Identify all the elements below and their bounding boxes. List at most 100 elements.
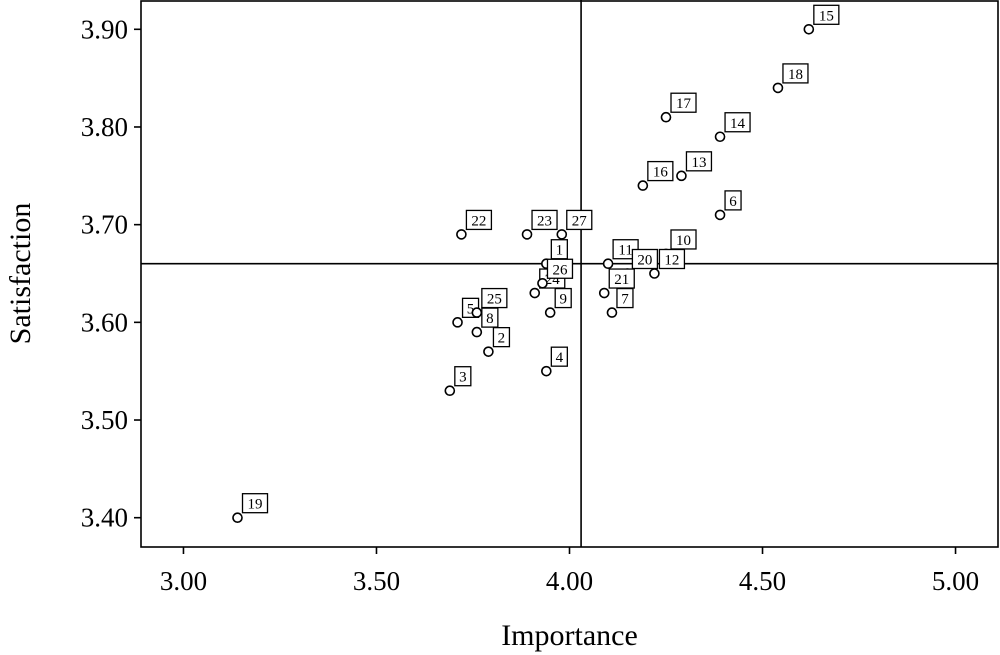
data-point-25: 25 — [471, 287, 508, 318]
plot-area-frame — [140, 0, 999, 548]
point-label-box — [546, 258, 574, 279]
point-marker — [714, 131, 726, 143]
y-tick-label: 3.50 — [81, 405, 128, 435]
point-label: 13 — [691, 155, 706, 171]
point-label: 14 — [730, 116, 746, 132]
point-label: 1 — [556, 243, 564, 259]
y-tick-label: 3.80 — [81, 112, 128, 142]
point-label: 26 — [552, 262, 568, 278]
point-marker — [452, 317, 463, 328]
data-point-4: 4 — [541, 346, 568, 377]
data-point-23: 23 — [521, 209, 558, 240]
data-point-14: 14 — [714, 112, 751, 143]
point-label-box — [550, 346, 568, 367]
point-label-box — [566, 209, 593, 231]
point-marker — [544, 307, 556, 318]
point-label: 25 — [487, 292, 502, 308]
y-tick-label: 3.60 — [81, 307, 128, 337]
point-label-box — [608, 268, 635, 289]
point-label: 15 — [819, 8, 834, 24]
x-tick-label: 5.00 — [932, 566, 979, 596]
point-label-box — [782, 63, 809, 84]
data-point-9: 9 — [544, 287, 572, 318]
point-marker — [556, 229, 568, 240]
y-tick-label: 3.70 — [81, 210, 128, 240]
point-marker — [803, 24, 815, 35]
point-label-box — [241, 493, 269, 514]
x-tick-label: 4.00 — [546, 566, 593, 596]
x-tick-label: 4.50 — [739, 566, 786, 596]
point-label: 23 — [537, 213, 552, 229]
point-marker — [541, 365, 552, 377]
point-label: 21 — [614, 272, 629, 288]
point-marker — [714, 209, 726, 221]
point-marker — [606, 307, 618, 318]
data-point-19: 19 — [232, 493, 269, 523]
point-label-box — [670, 92, 697, 113]
point-label: 27 — [572, 213, 588, 229]
data-point-15: 15 — [803, 4, 840, 35]
data-point-12: 12 — [649, 248, 686, 279]
point-label: 3 — [459, 370, 467, 386]
point-label-box — [813, 4, 840, 25]
point-label: 5 — [467, 301, 475, 317]
point-marker — [471, 307, 483, 318]
data-point-16: 16 — [637, 160, 674, 191]
point-marker — [676, 170, 687, 182]
data-point-18: 18 — [772, 63, 809, 94]
point-label-box — [685, 151, 713, 172]
point-marker — [598, 287, 610, 299]
point-marker — [537, 277, 548, 289]
data-point-6: 6 — [714, 190, 742, 221]
y-axis-title: Satisfaction — [4, 203, 37, 345]
data-point-17: 17 — [660, 92, 697, 123]
point-label: 8 — [486, 311, 494, 327]
data-point-21: 21 — [598, 268, 635, 299]
point-marker — [649, 268, 660, 279]
point-label: 22 — [471, 213, 486, 229]
point-label: 20 — [637, 253, 652, 269]
point-label-box — [631, 248, 659, 270]
point-label: 6 — [729, 194, 737, 210]
point-label: 4 — [556, 350, 564, 366]
data-point-22: 22 — [456, 209, 493, 240]
x-tick-label: 3.50 — [353, 566, 400, 596]
point-label: 11 — [618, 243, 632, 259]
point-label: 17 — [676, 96, 692, 112]
point-label: 9 — [559, 292, 567, 308]
x-axis-title: Importance — [501, 619, 638, 652]
point-label-box — [481, 287, 508, 309]
point-label: 2 — [498, 331, 506, 347]
y-tick-label: 3.90 — [81, 14, 128, 44]
point-marker — [483, 346, 494, 357]
x-tick-label: 3.00 — [160, 566, 207, 596]
point-marker — [456, 229, 467, 240]
point-label: 18 — [788, 67, 803, 83]
point-label-box — [658, 248, 686, 270]
axis-ticks: 3.00 3.50 4.00 4.50 5.00 3.40 3.50 3.60 3.70 3.80… — [81, 14, 979, 596]
data-point-13: 13 — [676, 151, 713, 182]
point-marker — [637, 180, 649, 191]
data-point-27: 27 — [556, 209, 593, 240]
data-point-7: 7 — [606, 287, 634, 318]
data-point-3: 3 — [444, 366, 472, 397]
point-label: 12 — [664, 253, 679, 269]
point-label-box — [724, 190, 742, 211]
point-label-box — [724, 112, 751, 133]
point-marker — [521, 229, 533, 240]
point-label: 7 — [621, 292, 629, 308]
point-marker — [529, 287, 541, 299]
point-label-box — [465, 209, 493, 231]
point-label-box — [454, 366, 472, 387]
point-label: 19 — [248, 497, 263, 513]
point-label-box — [647, 160, 674, 182]
point-marker — [660, 111, 672, 123]
y-tick-label: 3.40 — [81, 503, 128, 533]
point-marker — [602, 258, 614, 270]
data-point-26: 26 — [537, 258, 574, 289]
point-label: 10 — [676, 233, 691, 249]
point-label-box — [492, 326, 511, 348]
data-point-8: 8 — [471, 307, 499, 338]
